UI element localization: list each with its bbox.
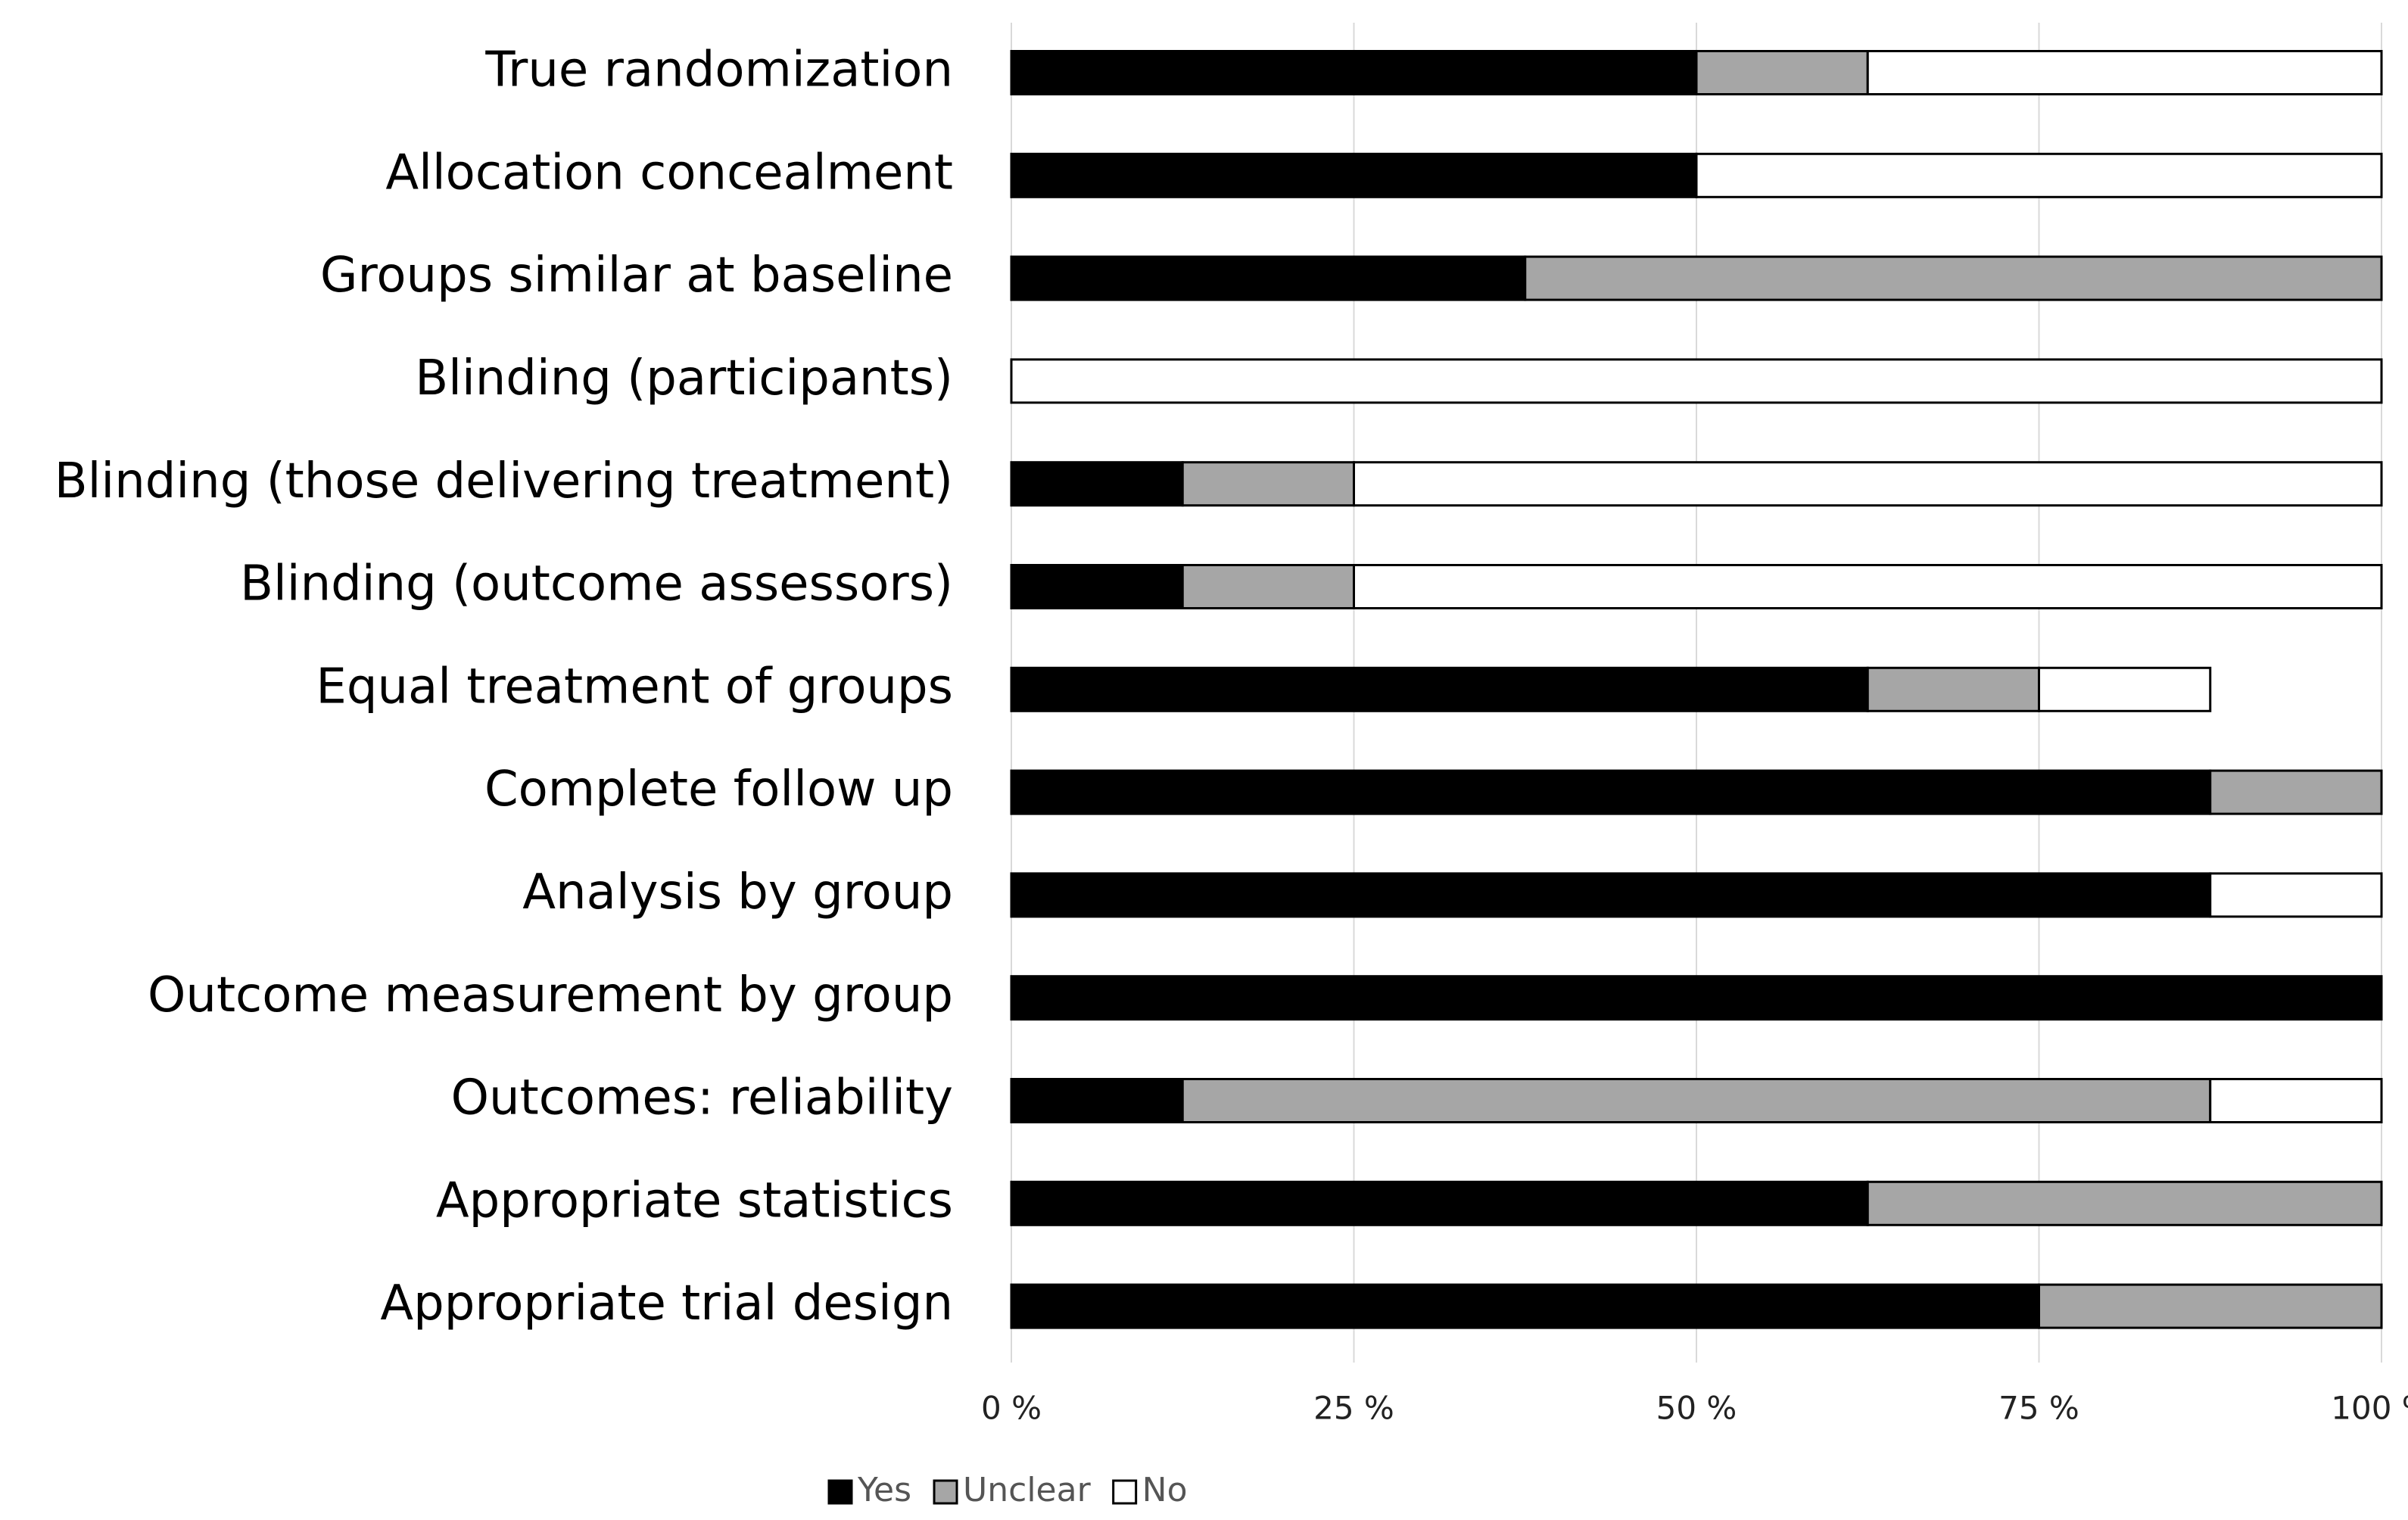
bar-segment [1010,975,2383,1021]
bar-segment [2209,872,2383,918]
x-tick-label: 0 % [981,1390,1042,1427]
y-tick-label: Outcome measurement by group [148,967,953,1023]
bar-segment [1010,255,1527,301]
bar-segment [1866,1180,2383,1226]
legend-label: Unclear [963,1471,1092,1509]
bar-segment [1010,1180,1869,1226]
bar-segment [1010,872,2212,918]
bar-segment [2209,769,2383,815]
bar-segment [1181,1078,2212,1123]
bar-segment [2209,1078,2383,1123]
bar-segment [1695,152,2383,198]
bar-segment [1010,564,1184,609]
bar-segment [1181,564,1355,609]
x-tick-label: 50 % [1656,1390,1737,1427]
legend-label: Yes [857,1471,911,1509]
y-tick-label: Allocation concealment [385,145,953,201]
legend-label: No [1142,1471,1188,1509]
legend-swatch [1112,1479,1138,1505]
y-tick-label: Blinding (participants) [415,350,953,406]
bar-segment [1866,666,2040,712]
x-tick-label: 25 % [1313,1390,1394,1427]
y-tick-label: Groups similar at baseline [320,248,953,304]
bar-segment [1010,461,1184,507]
bar-segment [1181,461,1355,507]
legend-swatch [933,1479,958,1505]
bar-segment [1010,152,1698,198]
x-tick-label: 100 % [2331,1390,2408,1427]
bar-segment [1010,769,2212,815]
bar-segment [1010,358,2383,404]
x-tick-label: 75 % [1998,1390,2079,1427]
y-tick-label: True randomization [484,42,953,98]
y-tick-label: Blinding (those delivering treatment) [55,453,953,509]
bar-segment [1866,50,2383,95]
bar-segment [1353,461,2383,507]
bar-segment [1010,50,1698,95]
bar-segment [1010,666,1869,712]
bar-segment [1353,564,2383,609]
bar-segment [2038,666,2212,712]
bar-segment [1524,255,2383,301]
legend-swatch [827,1479,853,1505]
y-tick-label: Appropriate trial design [380,1275,953,1332]
y-tick-label: Complete follow up [484,762,953,818]
y-tick-label: Appropriate statistics [436,1173,953,1229]
y-tick-label: Analysis by group [522,864,953,920]
y-tick-label: Equal treatment of groups [316,659,953,715]
y-tick-label: Blinding (outcome assessors) [240,556,953,612]
y-tick-label: Outcomes: reliability [451,1070,953,1126]
bar-segment [2038,1283,2383,1329]
bar-segment [1695,50,1869,95]
bar-segment [1010,1078,1184,1123]
bar-segment [1010,1283,2040,1329]
